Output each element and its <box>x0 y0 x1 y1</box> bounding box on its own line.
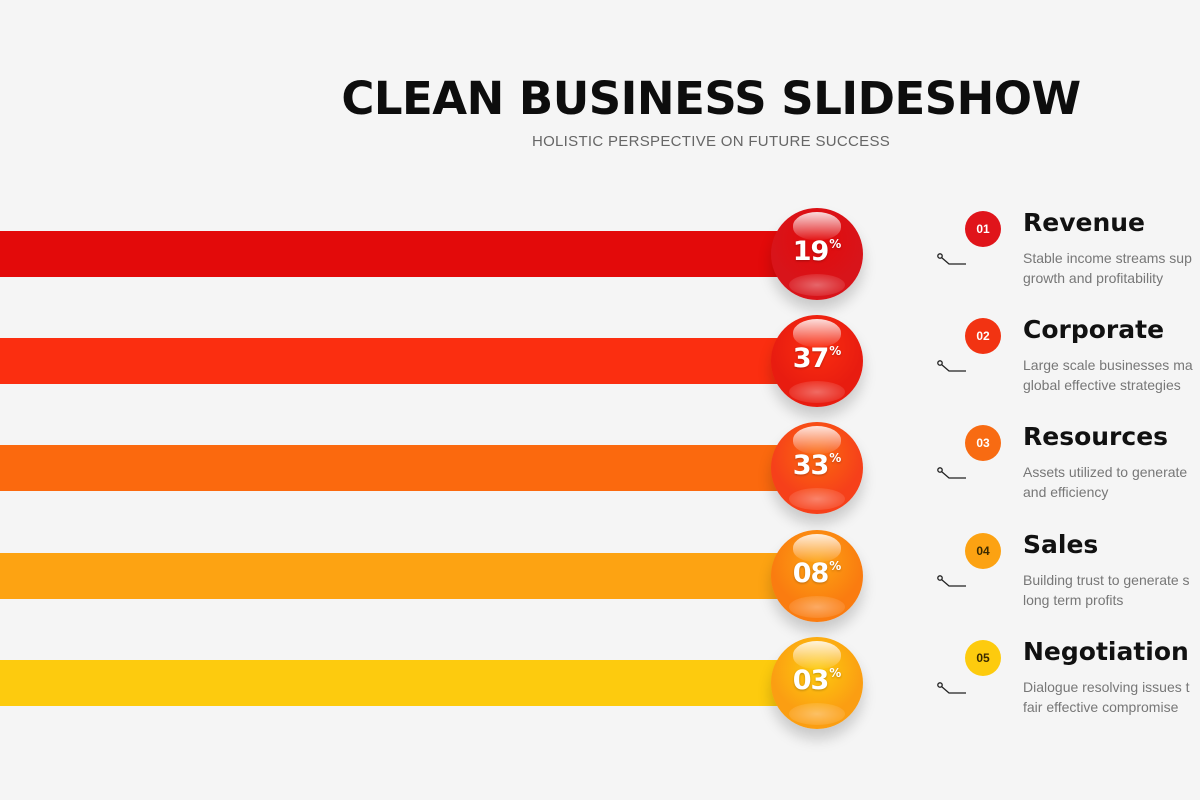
percent-label: 33 % <box>771 450 863 482</box>
percent-label: 08 % <box>771 558 863 590</box>
item-description-line: Dialogue resolving issues t <box>1023 679 1190 695</box>
percent-sign: % <box>829 666 842 680</box>
item-row-negotiation: 03 % 05 Negotiation Dialogue resolving i… <box>0 637 1200 737</box>
item-number-badge: 01 <box>965 211 1001 247</box>
percent-ball: 19 % <box>771 208 863 300</box>
item-description: Large scale businesses ma global effecti… <box>1023 355 1200 395</box>
item-bar <box>0 231 800 277</box>
item-number-badge: 04 <box>965 533 1001 569</box>
percent-ball: 37 % <box>771 315 863 407</box>
item-title: Negotiation <box>1023 637 1189 666</box>
item-description-line: Stable income streams sup <box>1023 250 1192 266</box>
item-number-badge: 02 <box>965 318 1001 354</box>
percent-ball: 03 % <box>771 637 863 729</box>
percent-ball: 33 % <box>771 422 863 514</box>
percent-value: 08 <box>792 558 830 589</box>
item-number-badge: 05 <box>965 640 1001 676</box>
item-bar <box>0 445 800 491</box>
item-title: Corporate <box>1023 315 1165 344</box>
item-description-line: growth and profitability <box>1023 270 1164 286</box>
percent-sign: % <box>829 451 842 465</box>
item-description-line: Assets utilized to generate <box>1023 464 1188 480</box>
item-bar <box>0 553 800 599</box>
percent-value: 19 <box>792 236 830 267</box>
percent-value: 37 <box>792 343 830 374</box>
item-description-line: and efficiency <box>1023 484 1109 500</box>
item-description-line: fair effective compromise <box>1023 699 1179 715</box>
item-title: Resources <box>1023 422 1169 451</box>
item-row-revenue: 19 % 01 Revenue Stable income streams su… <box>0 208 1200 308</box>
item-description-line: long term profits <box>1023 592 1124 608</box>
item-description-line: global effective strategies <box>1023 377 1181 393</box>
slide-title: CLEAN BUSINESS SLIDESHOW <box>341 72 1081 125</box>
percent-value: 33 <box>792 450 830 481</box>
item-description: Assets utilized to generate and efficien… <box>1023 462 1200 502</box>
item-row-corporate: 37 % 02 Corporate Large scale businesses… <box>0 315 1200 415</box>
percent-value: 03 <box>792 665 830 696</box>
connector-icon <box>937 253 966 265</box>
percent-sign: % <box>829 559 842 573</box>
connector-icon <box>937 682 966 694</box>
percent-sign: % <box>829 237 842 251</box>
percent-label: 03 % <box>771 665 863 697</box>
item-description-line: Large scale businesses ma <box>1023 357 1193 373</box>
percent-label: 37 % <box>771 343 863 375</box>
connector-icon <box>937 360 966 372</box>
item-description-line: Building trust to generate s <box>1023 572 1190 588</box>
item-title: Revenue <box>1023 208 1146 237</box>
slide-subtitle: HOLISTIC PERSPECTIVE ON FUTURE SUCCESS <box>531 133 891 150</box>
item-description: Building trust to generate s long term p… <box>1023 570 1200 610</box>
item-row-resources: 33 % 03 Resources Assets utilized to gen… <box>0 422 1200 522</box>
item-row-sales: 08 % 04 Sales Building trust to generate… <box>0 530 1200 630</box>
item-description: Dialogue resolving issues t fair effecti… <box>1023 677 1200 717</box>
item-title: Sales <box>1023 530 1099 559</box>
connector-icon <box>937 467 966 479</box>
percent-ball: 08 % <box>771 530 863 622</box>
item-bar <box>0 338 800 384</box>
item-bar <box>0 660 800 706</box>
connector-icon <box>937 575 966 587</box>
percent-sign: % <box>829 344 842 358</box>
percent-label: 19 % <box>771 236 863 268</box>
item-number-badge: 03 <box>965 425 1001 461</box>
item-description: Stable income streams sup growth and pro… <box>1023 248 1200 288</box>
